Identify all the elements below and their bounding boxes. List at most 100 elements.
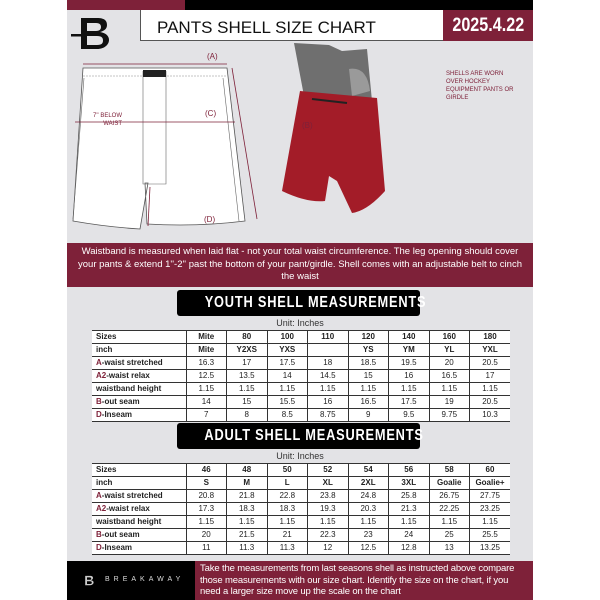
table-cell: 22.3 (307, 528, 349, 542)
table-cell: 13.5 (226, 369, 268, 383)
table-cell: 20.3 (348, 502, 389, 516)
table-cell: 17 (469, 369, 510, 383)
table-cell: 16.5 (348, 395, 389, 409)
table-cell: 19 (429, 395, 470, 409)
table-cell: 17.3 (186, 502, 227, 516)
table-cell: 11 (186, 541, 227, 555)
table-cell: 8.75 (307, 408, 349, 422)
youth-section-title: YOUTH SHELL MEASUREMENTS (177, 290, 426, 316)
row-label-prefix: B (96, 530, 102, 539)
table-cell: 1.15 (186, 382, 227, 396)
table-cell: 17.5 (267, 356, 308, 370)
youth-size-table: Sizes Mite 80 100 110 120 140 160 180 inch Mite Y2X… (92, 330, 510, 422)
table-cell: YS (348, 343, 389, 357)
table-cell: 24.8 (348, 489, 389, 503)
table-cell: 12 (307, 541, 349, 555)
row-label-text: inch (96, 345, 113, 354)
table-cell: 1.15 (469, 382, 510, 396)
table-cell: 18.5 (348, 356, 389, 370)
table-cell: 2XL (348, 476, 389, 490)
row-label: A2-waist relax (92, 502, 187, 516)
hockey-pants-photo (282, 43, 385, 213)
table-cell: YXS (267, 343, 308, 357)
table-cell: 17 (226, 356, 268, 370)
table-cell: 19.5 (388, 356, 430, 370)
table-cell: 8.5 (267, 408, 308, 422)
table-cell: YXL (469, 343, 510, 357)
row-label-text: -out seam (101, 530, 140, 539)
row-label-prefix: D (96, 543, 102, 552)
row-label: A-waist stretched (92, 489, 187, 503)
youth-unit: Unit: Inches (276, 318, 324, 328)
row-label: waistband height (92, 515, 187, 529)
table-cell: YL (429, 343, 470, 357)
row-label-text: inch (96, 478, 113, 487)
date-badge: 2025.4.22 (443, 10, 533, 41)
table-cell: 13 (429, 541, 470, 555)
table-cell: Goalie+ (469, 476, 510, 490)
table-cell: 14 (267, 369, 308, 383)
measurement-note: Waistband is measured when laid flat - n… (67, 243, 533, 287)
row-label-text: -Inseam (101, 543, 133, 552)
table-cell: 1.15 (469, 515, 510, 529)
table-cell: 1.15 (429, 382, 470, 396)
row-label-text: Sizes (96, 332, 117, 341)
row-label: inch (92, 343, 187, 357)
adult-section-title: ADULT SHELL MEASUREMENTS (177, 423, 423, 449)
table-cell: 25.8 (388, 489, 430, 503)
table-cell: 1.15 (348, 382, 389, 396)
table-cell: 25 (429, 528, 470, 542)
table-cell: 18.3 (226, 502, 268, 516)
table-cell: 16 (307, 395, 349, 409)
table-row: B-out seam 20 21.5 21 22.3 23 24 25 25.5 (92, 528, 510, 542)
table-cell: 21.5 (226, 528, 268, 542)
table-cell: 23.25 (469, 502, 510, 516)
worn-note: SHELLS ARE WORN OVER HOCKEY EQUIPMENT PA… (446, 71, 514, 101)
table-cell: XL (307, 476, 349, 490)
table-cell: 27.75 (469, 489, 510, 503)
table-cell: 16.5 (429, 369, 470, 383)
table-row: B-out seam 14 15 15.5 16 16.5 17.5 19 20.5 (92, 395, 510, 409)
table-cell: 24 (388, 528, 430, 542)
table-cell: 160 (429, 330, 470, 344)
table-cell: 15 (226, 395, 268, 409)
table-cell: 48 (226, 463, 268, 477)
table-cell: 9.5 (388, 408, 430, 422)
table-cell: 12.5 (348, 541, 389, 555)
row-label: A-waist stretched (92, 356, 187, 370)
table-cell: Mite (186, 330, 227, 344)
footer-instructions: Take the measurements from last seasons … (195, 561, 533, 600)
table-cell: 1.15 (388, 515, 430, 529)
label-d: (D) (204, 215, 216, 224)
table-cell (307, 343, 349, 357)
table-cell: 100 (267, 330, 308, 344)
row-label: B-out seam (92, 528, 187, 542)
table-cell: 110 (307, 330, 349, 344)
table-cell: 19.3 (307, 502, 349, 516)
table-cell: 120 (348, 330, 389, 344)
table-cell: 1.15 (226, 515, 268, 529)
row-label-text: waistband height (96, 517, 162, 526)
table-cell: 14.5 (307, 369, 349, 383)
row-label-text: -waist relax (106, 504, 150, 513)
table-cell: 9.75 (429, 408, 470, 422)
row-label: D-Inseam (92, 408, 187, 422)
youth-title-text: YOUTH SHELL MEASUREMENTS (204, 294, 427, 311)
table-cell: 12.8 (388, 541, 430, 555)
table-cell: Mite (186, 343, 227, 357)
table-cell: 22.25 (429, 502, 470, 516)
row-label-text: -waist relax (106, 371, 150, 380)
table-row: waistband height 1.15 1.15 1.15 1.15 1.15 1.15… (92, 515, 510, 529)
table-cell: 11.3 (267, 541, 308, 555)
table-cell: 54 (348, 463, 389, 477)
table-cell: 20.5 (469, 395, 510, 409)
row-label-prefix: D (96, 410, 102, 419)
table-cell: 46 (186, 463, 227, 477)
brand-logo-icon (71, 18, 109, 49)
table-row: A-waist stretched 16.3 17 17.5 18 18.5 19.5 20 2… (92, 356, 510, 370)
table-cell: 12.5 (186, 369, 227, 383)
row-label-prefix: A2 (96, 371, 107, 380)
row-label: B-out seam (92, 395, 187, 409)
table-cell: 56 (388, 463, 430, 477)
table-cell: 1.15 (388, 382, 430, 396)
